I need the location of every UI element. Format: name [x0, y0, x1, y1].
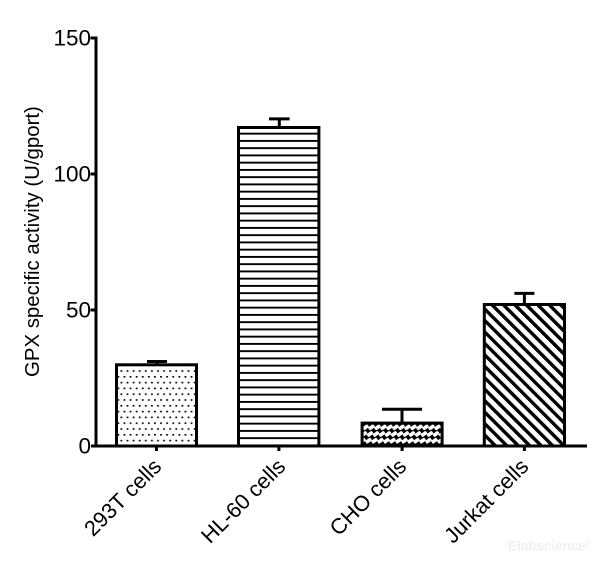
- svg-text:100: 100: [53, 162, 91, 187]
- svg-text:150: 150: [53, 26, 91, 51]
- svg-text:50: 50: [66, 298, 91, 323]
- svg-text:0: 0: [78, 434, 91, 459]
- svg-text:GPX specific activity (U/gpor: GPX specific activity (U/gport): [22, 106, 44, 377]
- svg-text:Elabscience®: Elabscience®: [508, 538, 592, 554]
